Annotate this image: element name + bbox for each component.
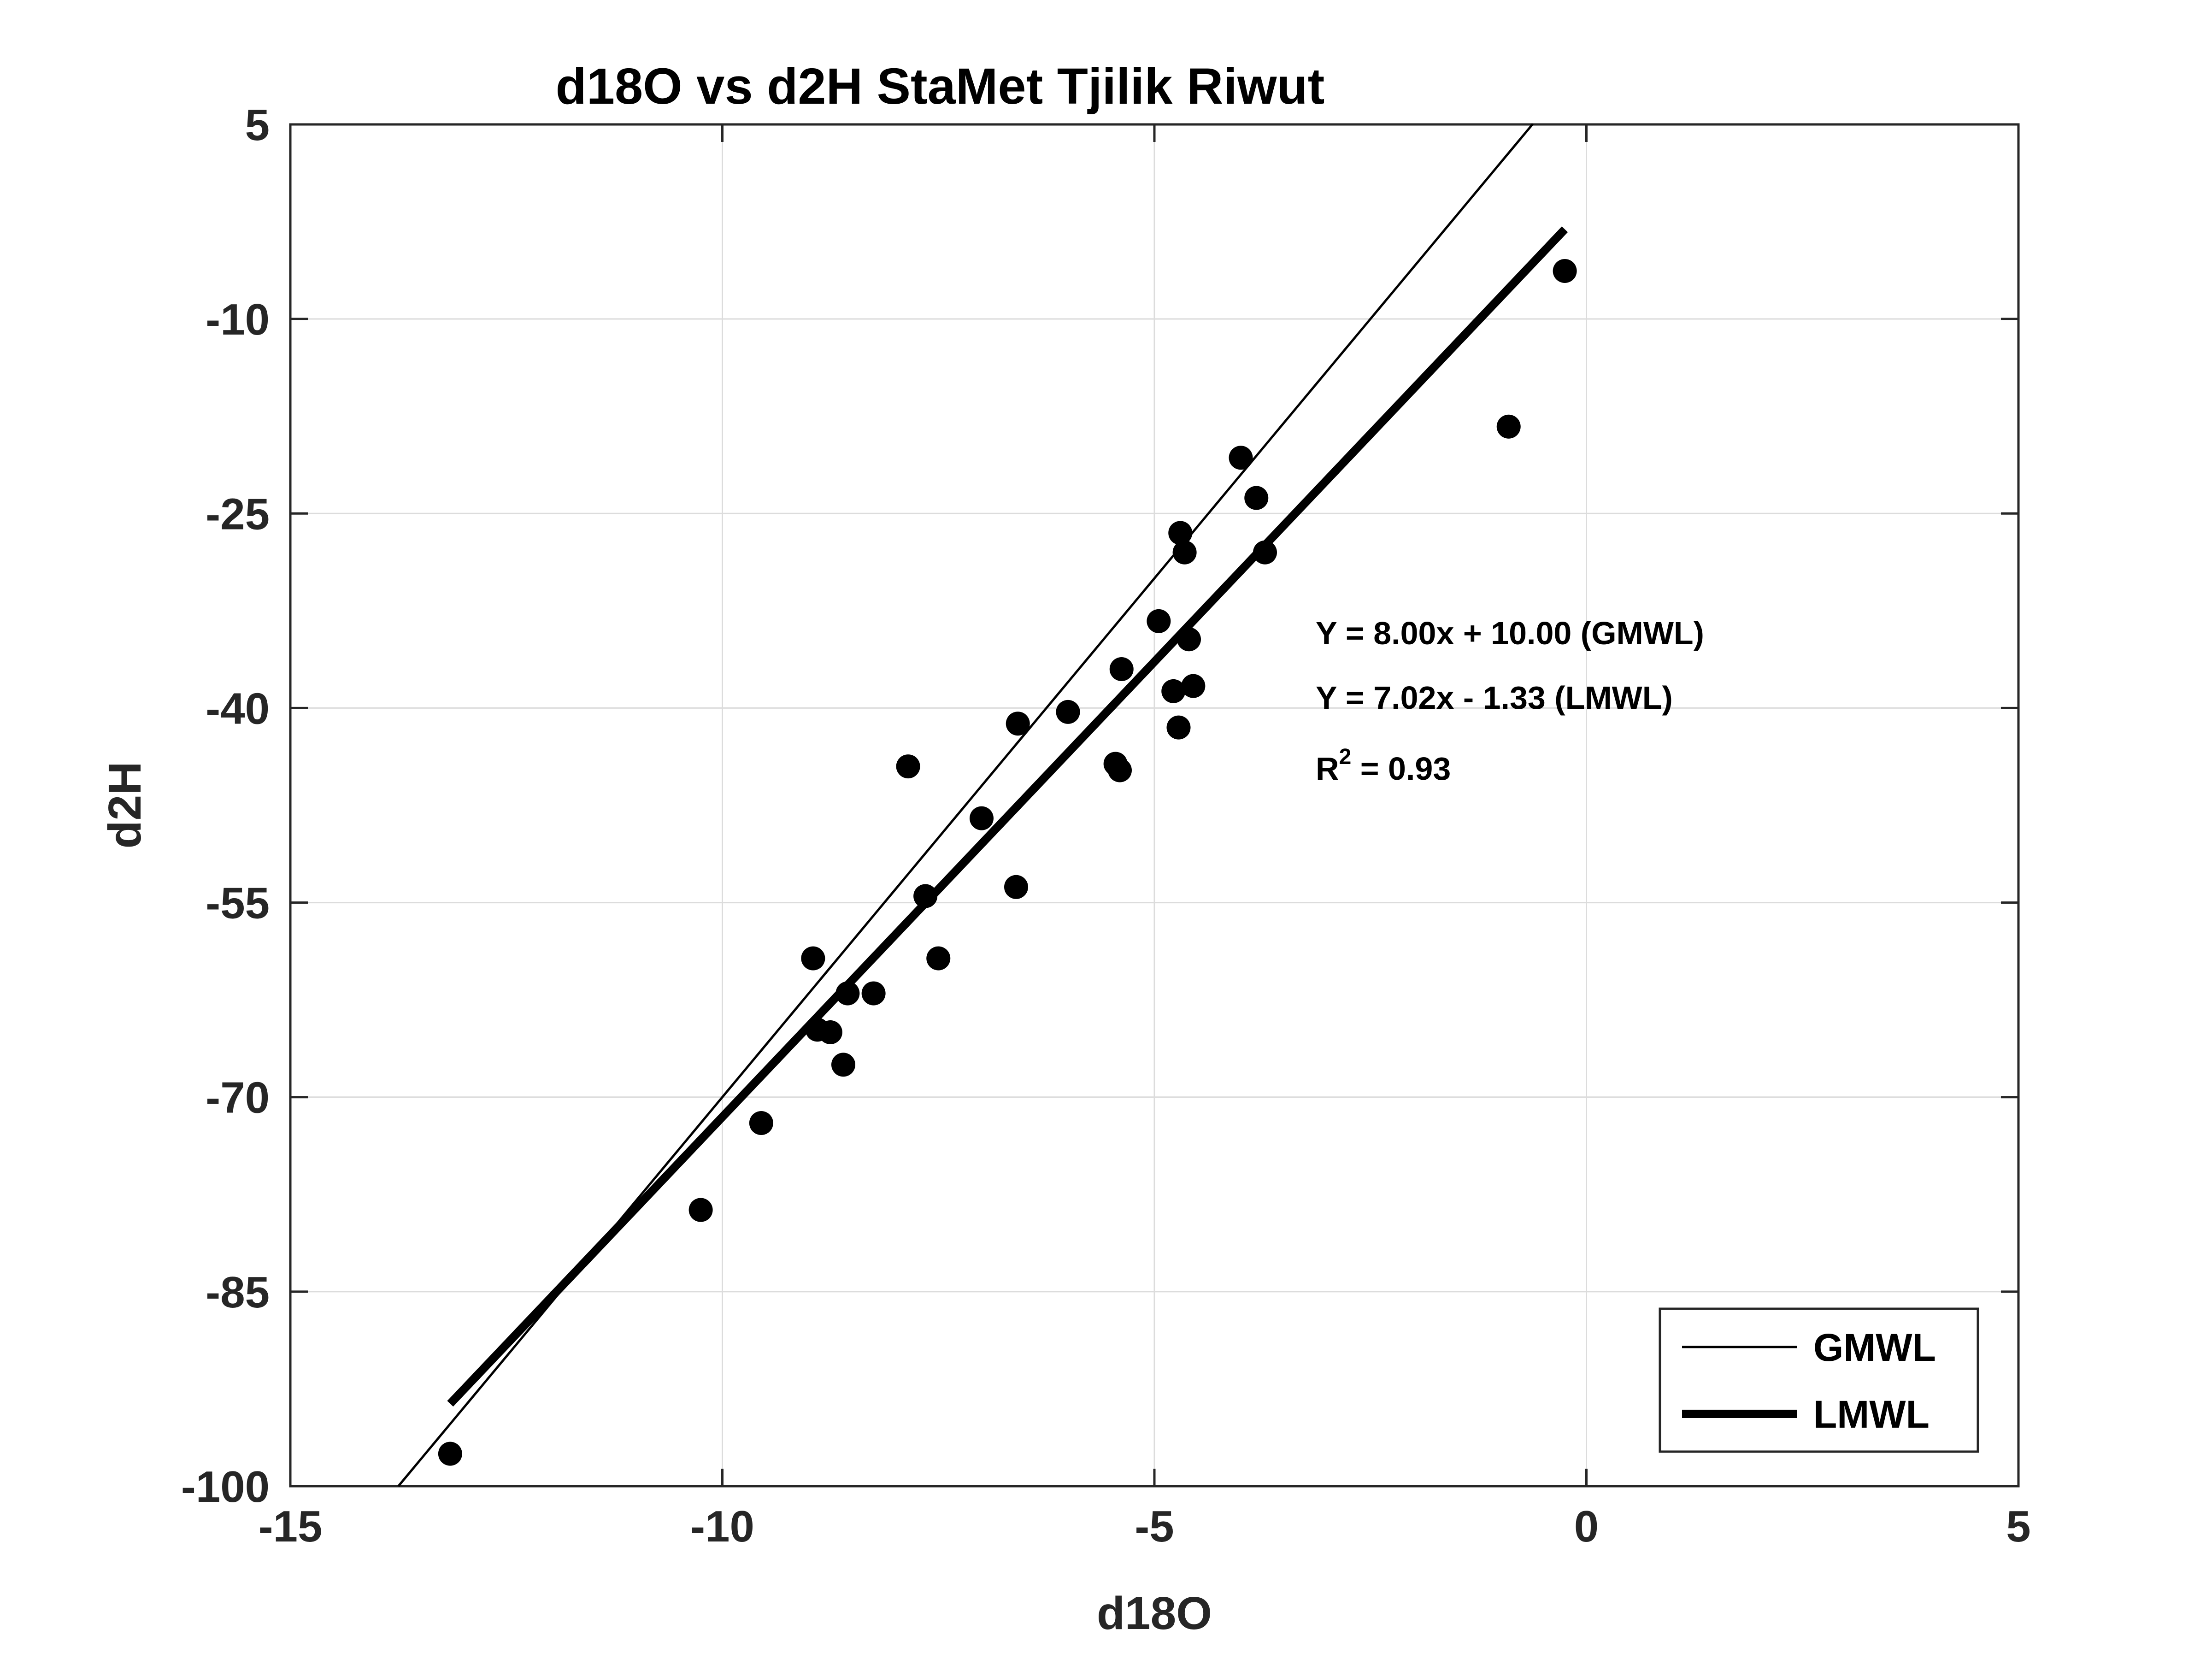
data-point (1109, 657, 1134, 681)
data-point (438, 1441, 462, 1466)
data-point (1166, 715, 1191, 740)
data-point (1181, 674, 1206, 698)
y-axis-label: d2H (99, 762, 151, 849)
gmwl-equation: Y = 8.00x + 10.00 (GMWL) (1316, 615, 1704, 651)
legend: GMWL LMWL (1659, 1307, 1979, 1453)
data-point (1161, 679, 1186, 703)
r-squared-superscript: 2 (1339, 745, 1352, 769)
data-point (1496, 414, 1521, 439)
r-squared-symbol: R (1316, 751, 1339, 787)
lmwl-line (447, 226, 1568, 1407)
data-point (818, 1020, 842, 1044)
x-tick-label: -10 (690, 1502, 754, 1551)
data-point (861, 981, 886, 1006)
axis-ticks: -15 -10 -5 0 5 5 -10 -25 -40 -55 -70 -85 -100 (181, 100, 2031, 1551)
data-point (1172, 540, 1197, 565)
equation-annotations: Y = 8.00x + 10.00 (GMWL) Y = 7.02x - 1.3… (1316, 615, 1704, 787)
lmwl-equation: Y = 7.02x - 1.33 (LMWL) (1316, 680, 1673, 716)
y-tick-label: -55 (206, 879, 270, 928)
legend-label-gmwl: GMWL (1813, 1326, 1936, 1369)
data-point (1229, 446, 1253, 470)
data-point (1004, 875, 1028, 899)
fit-lines (397, 123, 1568, 1487)
y-tick-label: -40 (206, 684, 270, 733)
data-point (913, 884, 938, 908)
y-tick-label: -70 (206, 1073, 270, 1123)
data-point (1244, 486, 1269, 510)
x-axis-label: d18O (1097, 1588, 1212, 1639)
data-point (1056, 700, 1080, 724)
data-point (1147, 609, 1171, 633)
y-tick-label: -85 (206, 1268, 270, 1317)
data-points (438, 259, 1577, 1466)
x-tick-label: 0 (1574, 1502, 1599, 1551)
x-tick-label: -15 (259, 1502, 323, 1551)
r-squared-value: = 0.93 (1351, 751, 1451, 787)
data-point (1108, 758, 1132, 782)
data-point (801, 946, 825, 971)
x-tick-label: 5 (2006, 1502, 2030, 1551)
chart-title: d18O vs d2H StaMet Tjilik Riwut (556, 58, 1325, 115)
r-squared: R2 = 0.93 (1316, 745, 1451, 787)
data-point (1253, 540, 1277, 565)
data-point (749, 1111, 773, 1135)
x-tick-label: -5 (1135, 1502, 1174, 1551)
data-point (835, 981, 860, 1006)
data-point (926, 946, 951, 971)
data-point (1168, 521, 1193, 545)
data-point (1553, 259, 1577, 283)
legend-box (1659, 1307, 1979, 1453)
data-point (970, 806, 994, 830)
y-tick-label: -100 (181, 1462, 270, 1512)
data-point (896, 754, 920, 779)
data-point (1006, 712, 1030, 736)
data-point (831, 1053, 855, 1077)
y-tick-label: -10 (206, 295, 270, 344)
data-point (688, 1198, 713, 1222)
y-tick-label: -25 (206, 489, 270, 539)
data-point (1177, 627, 1201, 652)
y-tick-label: 5 (245, 100, 270, 150)
grid-lines (290, 124, 2018, 1486)
legend-label-lmwl: LMWL (1813, 1393, 1930, 1436)
